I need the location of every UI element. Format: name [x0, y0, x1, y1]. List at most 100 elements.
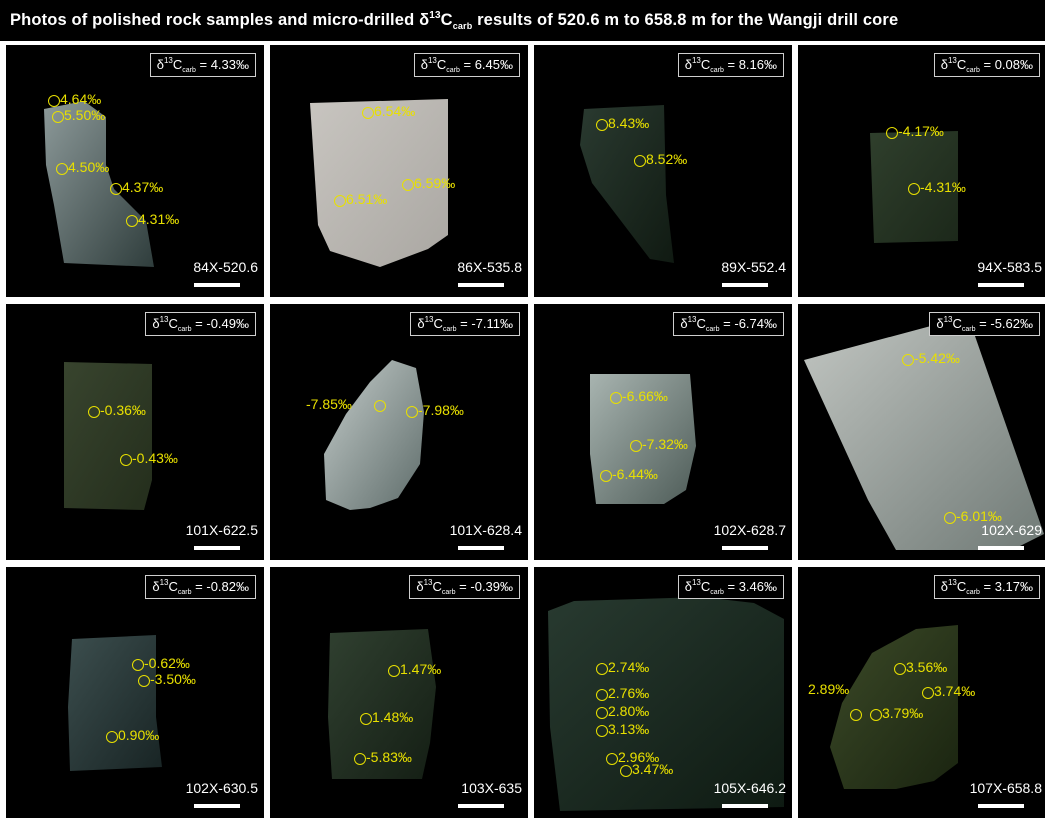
sample-label: 101X-628.4	[449, 522, 522, 538]
drill-spot-marker	[850, 709, 862, 721]
drill-spot-marker	[944, 512, 956, 524]
drill-spot-marker	[922, 687, 934, 699]
delta-symbol: δ	[416, 579, 424, 594]
sample-panel: δ13Ccarb = 0.08‰ -4.17‰ -4.31‰ 94X-583.5	[798, 45, 1045, 297]
drill-spot-marker	[120, 454, 132, 466]
drill-spot-value: -7.98‰	[418, 402, 464, 418]
figure-title: Photos of polished rock samples and micr…	[0, 0, 1045, 41]
bulk-value: -0.39‰	[470, 579, 513, 594]
drill-spot-marker	[596, 119, 608, 131]
bulk-delta13c-box: δ13Ccarb = -0.82‰	[145, 575, 256, 599]
drill-spot-value: 3.56‰	[906, 659, 948, 675]
scale-bar	[978, 804, 1024, 808]
scale-bar	[458, 283, 504, 287]
carb-subscript: carb	[441, 589, 456, 596]
carb-subscript: carb	[966, 67, 980, 74]
rock-sample-photo	[804, 316, 1044, 550]
scale-bar	[194, 283, 240, 287]
rock-sample-shape	[310, 99, 448, 267]
isotope-number: 13	[947, 56, 957, 65]
bulk-value: 8.16‰	[738, 57, 777, 72]
drill-spot-value: -6.44‰	[612, 466, 658, 482]
carbon-symbol: C	[433, 316, 443, 331]
drill-spot-value: 2.89‰	[808, 681, 850, 697]
drill-spot-marker	[110, 183, 122, 195]
isotope-number: 13	[159, 578, 169, 587]
carb-subscript: carb	[961, 326, 976, 333]
bulk-delta13c-box: δ13Ccarb = 8.16‰	[677, 53, 784, 77]
sample-panel: δ13Ccarb = 3.17‰ 3.56‰ 3.74‰ 2.89‰ 3.79‰ 107X…	[798, 567, 1045, 818]
drill-spot-value: -7.85‰	[306, 396, 352, 412]
carb-subscript: carb	[177, 326, 192, 333]
drill-spot-marker	[374, 400, 386, 412]
bulk-delta13c-box: δ13Ccarb = 3.46‰	[677, 575, 784, 599]
sample-label: 103X-635	[461, 780, 522, 796]
drill-spot-value: 1.48‰	[372, 709, 414, 725]
carbon-symbol: C	[432, 579, 442, 594]
rock-sample-shape	[830, 625, 958, 789]
sample-panel: δ13Ccarb = -7.11‰ -7.85‰ -7.98‰ 101X-628.4	[270, 304, 528, 560]
rock-sample-photo	[590, 374, 696, 504]
drill-spot-marker	[600, 470, 612, 482]
drill-spot-marker	[88, 406, 100, 418]
drill-spot-value: 0.90‰	[118, 727, 160, 743]
drill-spot-value: -6.66‰	[622, 388, 668, 404]
bulk-value: 3.46‰	[738, 579, 777, 594]
equals-sign: =	[456, 316, 472, 331]
sample-label: 105X-646.2	[713, 780, 786, 796]
rock-sample-photo	[310, 99, 448, 267]
drill-spot-value: -3.50‰	[150, 671, 196, 687]
drill-spot-value: -5.42‰	[914, 350, 960, 366]
drill-spot-marker	[132, 659, 144, 671]
carb-subscript: carb	[446, 67, 460, 74]
isotope-number: 13	[691, 578, 701, 587]
bulk-delta13c-box: δ13Ccarb = 6.45‰	[413, 53, 520, 77]
drill-spot-value: 3.47‰	[632, 761, 674, 777]
scale-bar	[194, 804, 240, 808]
sample-label: 102X-629	[981, 522, 1042, 538]
equals-sign: =	[979, 57, 995, 72]
carb-subscript: carb	[710, 589, 724, 596]
drill-spot-value: 2.76‰	[608, 685, 650, 701]
sample-panel: δ13Ccarb = -0.39‰ 1.47‰ 1.48‰ -5.83‰ 103X-63…	[270, 567, 528, 818]
carb-subscript: carb	[182, 67, 196, 74]
drill-spot-marker	[886, 127, 898, 139]
drill-spot-marker	[388, 665, 400, 677]
drill-spot-marker	[106, 731, 118, 743]
carbon-symbol: C	[956, 57, 967, 72]
drill-spot-marker	[596, 707, 608, 719]
drill-spot-marker	[606, 753, 618, 765]
isotope-number: 13	[943, 315, 953, 324]
drill-spot-marker	[630, 440, 642, 452]
drill-spot-marker	[56, 163, 68, 175]
sample-label: 102X-628.7	[713, 522, 786, 538]
equals-sign: =	[723, 579, 739, 594]
drill-spot-value: -0.43‰	[132, 450, 178, 466]
equals-sign: =	[975, 316, 991, 331]
rock-sample-photo	[830, 625, 958, 789]
rock-sample-photo	[580, 105, 674, 263]
drill-spot-marker	[362, 107, 374, 119]
rock-sample-shape	[328, 629, 436, 779]
bulk-delta13c-box: δ13Ccarb = 0.08‰	[933, 53, 1040, 77]
bulk-value: 4.33‰	[210, 57, 249, 72]
carbon-symbol: C	[952, 316, 962, 331]
drill-spot-marker	[354, 753, 366, 765]
sample-label: 89X-552.4	[721, 259, 786, 275]
drill-spot-value: 8.43‰	[608, 115, 650, 131]
sample-panel: δ13Ccarb = -6.74‰ -6.66‰ -7.32‰ -6.44‰ 102X-…	[534, 304, 792, 560]
rock-sample-shape	[580, 105, 674, 263]
isotope-number: 13	[159, 315, 169, 324]
sample-label: 84X-520.6	[193, 259, 258, 275]
equals-sign: =	[195, 57, 211, 72]
bulk-value: -6.74‰	[734, 316, 777, 331]
delta-symbol: δ	[680, 316, 688, 331]
equals-sign: =	[979, 579, 995, 594]
carbon-symbol: C	[168, 316, 178, 331]
isotope-number: 13	[423, 578, 433, 587]
rock-sample-shape	[590, 374, 696, 504]
delta-symbol: δ	[684, 57, 692, 72]
bulk-delta13c-box: δ13Ccarb = 3.17‰	[933, 575, 1040, 599]
delta-symbol: δ	[156, 57, 164, 72]
sample-panel: δ13Ccarb = -0.82‰ -0.62‰ -3.50‰ 0.90‰ 102X-6…	[6, 567, 264, 818]
